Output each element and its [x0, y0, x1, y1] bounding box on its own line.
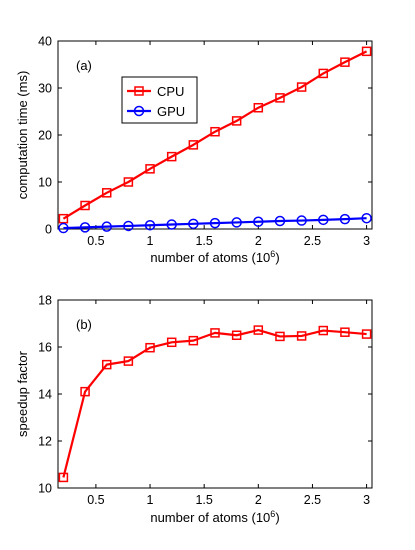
panel-b-series-point [166, 337, 177, 348]
panel-a-cpu-point [188, 140, 199, 150]
panel-a-series [58, 46, 372, 234]
panel-b-series-point [231, 330, 242, 340]
legend-gpu-marker [133, 105, 145, 117]
panel-a-gpu-point [209, 217, 221, 229]
panel-a-xlabel: number of atoms (106) [150, 249, 279, 265]
panel-a-cpu-point [296, 82, 307, 92]
panel-a-xlabel-main: number of atoms (10 [150, 250, 270, 265]
panel-a-xtick-label: 1.5 [195, 234, 212, 248]
panel-a-gpu-point [188, 218, 199, 230]
panel-b-series [58, 325, 372, 483]
panel-b-series-point [210, 328, 220, 338]
panel-b-xlabel-close: ) [275, 510, 279, 525]
panel-a-xtick-label: 2.5 [304, 234, 321, 248]
panel-b-series-point [296, 331, 307, 341]
panel-a-ytick-label: 20 [38, 129, 52, 143]
legend-cpu-label: CPU [157, 84, 184, 99]
panel-b-series-point [340, 327, 350, 337]
panel-a-gpu-point [166, 219, 177, 230]
panel-a-xlabel-exponent: 6 [270, 249, 275, 259]
panel-b-series-point [188, 335, 199, 346]
panel-b-series-point [58, 472, 69, 483]
panel-a-gpu-point [361, 212, 372, 224]
panel-a-cpu-point [58, 213, 69, 224]
panel-a-gpu-point [318, 214, 329, 226]
panel-b-xlabel: number of atoms (106) [150, 509, 279, 525]
panel-b-ytick-label: 14 [38, 388, 52, 402]
panel-b-ticks: 0.5 1 1.5 2 2.5 3 10 12 14 16 18 [38, 294, 372, 507]
panel-b-series-line [62, 328, 367, 478]
panel-a-cpu-point [231, 116, 242, 126]
panel-a-gpu-point [296, 215, 307, 226]
panel-a-ytick-label: 10 [38, 176, 52, 190]
panel-a-cpu-point [361, 46, 372, 57]
panel-a-gpu-point [101, 221, 112, 232]
panel-b-xtick-label: 1 [147, 493, 154, 507]
panel-b-label: (b) [76, 317, 92, 332]
panel-b: 0.5 1 1.5 2 2.5 3 10 12 14 16 18 (b) speedup facto… [15, 294, 373, 525]
panel-a-cpu-point [253, 102, 264, 113]
panel-b-series-point [80, 386, 90, 397]
panel-a-cpu-point [166, 151, 177, 162]
panel-b-ytick-label: 18 [38, 294, 52, 308]
panel-a-gpu-point [231, 217, 242, 228]
panel-a-cpu-point [318, 68, 329, 79]
panel-a-ytick-label: 40 [38, 35, 52, 49]
panel-a-ytick-label: 30 [38, 82, 52, 96]
panel-a-cpu-line [62, 50, 368, 220]
panel-b-xtick-label: 0.5 [87, 493, 104, 507]
panel-a-cpu-point [210, 126, 220, 137]
panel-b-xtick-label: 1.5 [195, 493, 212, 507]
panel-b-series-point [101, 359, 112, 370]
panel-a-xtick-label: 3 [363, 234, 370, 248]
panel-b-xlabel-exponent: 6 [270, 509, 275, 519]
panel-a-cpu-point [80, 200, 90, 211]
panel-a-ytick-label: 0 [45, 223, 52, 237]
panel-a-xtick-label: 2 [255, 234, 262, 248]
panel-a-gpu-point [58, 222, 69, 234]
panel-a-cpu-point [340, 57, 350, 67]
panel-a-cpu-point [123, 177, 134, 187]
panel-b-xtick-label: 2 [255, 493, 262, 507]
panel-b-series-point [275, 331, 285, 342]
panel-a-cpu-point [145, 164, 155, 174]
panel-a-xtick-label: 1 [147, 234, 154, 248]
panel-b-ytick-label: 10 [38, 482, 52, 496]
panel-b-series-point [123, 356, 134, 366]
panel-b-ylabel: speedup factor [15, 350, 30, 437]
panel-b-xtick-label: 3 [363, 493, 370, 507]
panel-a-xlabel-close: ) [275, 250, 279, 265]
panel-b-xtick-label: 2.5 [304, 493, 321, 507]
legend-box [121, 76, 198, 124]
panel-a-cpu-point [275, 93, 285, 103]
panel-a-label: (a) [76, 58, 92, 73]
panel-a-gpu-point [253, 216, 264, 227]
panel-b-series-point [361, 329, 372, 339]
panel-a-gpu-point [339, 213, 351, 225]
panel-b-xlabel-main: number of atoms (10 [150, 510, 270, 525]
panel-b-ytick-label: 12 [38, 435, 52, 449]
panel-b-ytick-label: 16 [38, 341, 52, 355]
panel-a-gpu-point [144, 219, 156, 231]
panel-b-series-point [253, 325, 264, 335]
panel-a-gpu-line [63, 217, 367, 230]
panel-a-cpu-point [101, 188, 112, 198]
panel-b-series-point [318, 325, 329, 336]
panel-a-ylabel: computation time (ms) [15, 71, 30, 200]
legend: CPU GPU [121, 76, 198, 124]
legend-cpu-marker [134, 86, 144, 96]
legend-gpu-label: GPU [157, 104, 185, 119]
panel-a-gpu-point [79, 222, 91, 233]
panel-a-gpu-point [274, 215, 286, 227]
panel-b-series-point [145, 342, 155, 353]
panel-a-xtick-label: 0.5 [87, 234, 104, 248]
panel-a-gpu-point [123, 220, 134, 232]
